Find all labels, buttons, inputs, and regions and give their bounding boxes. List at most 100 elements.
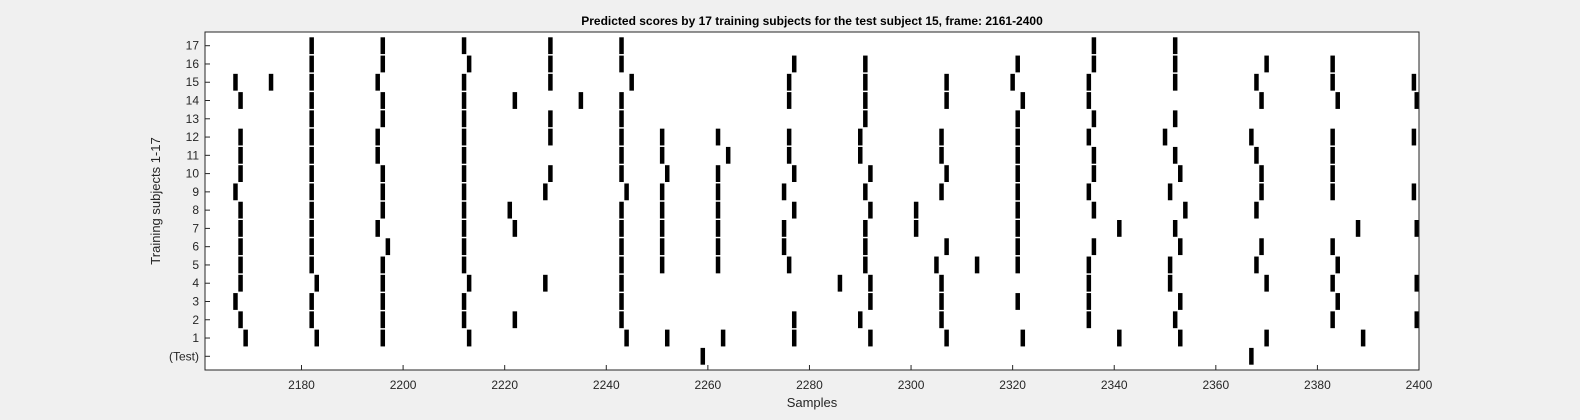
mark-row-6-sample-2291: [863, 238, 868, 256]
y-tick-label: 11: [187, 148, 200, 162]
mark-row-3-sample-2167: [233, 293, 238, 310]
mark-row-test-sample-2367: [1249, 347, 1254, 365]
mark-row-6-sample-2168: [238, 238, 243, 256]
y-tick-label: 17: [186, 39, 200, 53]
mark-row-15-sample-2182: [309, 73, 314, 91]
mark-row-12-sample-2168: [238, 128, 243, 146]
mark-row-4-sample-2383: [1330, 274, 1335, 292]
mark-row-11-sample-2336: [1091, 146, 1097, 164]
mark-row-15-sample-2368: [1254, 73, 1259, 91]
mark-row-16-sample-2196: [380, 55, 386, 73]
mark-row-1-sample-2169: [243, 329, 248, 347]
mark-row-14-sample-2369: [1259, 92, 1264, 109]
mark-row-12-sample-2350: [1162, 128, 1168, 146]
mark-row-11-sample-2368: [1254, 146, 1259, 164]
mark-row-3-sample-2212: [461, 293, 467, 310]
mark-row-3-sample-2306: [939, 293, 944, 310]
y-tick-label: 7: [192, 221, 199, 235]
mark-row-10-sample-2277: [791, 165, 797, 182]
mark-row-7-sample-2195: [375, 220, 380, 237]
x-tick-label: 2180: [288, 378, 315, 392]
mark-row-6-sample-2182: [309, 238, 314, 256]
mark-row-3-sample-2182: [309, 293, 314, 310]
mark-row-1-sample-2370: [1264, 329, 1269, 347]
mark-row-7-sample-2301: [913, 220, 919, 237]
mark-row-7-sample-2182: [309, 220, 314, 237]
mark-row-7-sample-2321: [1015, 220, 1020, 237]
mark-row-10-sample-2292: [868, 165, 873, 182]
mark-row-5-sample-2335: [1086, 256, 1092, 274]
mark-row-9-sample-2228: [543, 183, 548, 201]
y-tick-label: 12: [186, 130, 200, 144]
x-tick-label: 2380: [1304, 378, 1331, 392]
mark-row-6-sample-2275: [781, 238, 787, 256]
mark-row-13-sample-2229: [548, 110, 553, 128]
mark-row-9-sample-2196: [380, 183, 386, 201]
mark-row-10-sample-2369: [1259, 165, 1264, 182]
mark-row-15-sample-2245: [629, 73, 634, 91]
mark-row-5-sample-2351: [1167, 256, 1173, 274]
mark-row-6-sample-2383: [1330, 238, 1335, 256]
mark-row-1-sample-2292: [868, 329, 873, 347]
mark-row-7-sample-2222: [512, 220, 518, 237]
mark-row-12-sample-2243: [619, 128, 624, 146]
mark-row-5-sample-2321: [1015, 256, 1020, 274]
mark-row-4-sample-2292: [868, 274, 873, 292]
mark-row-4-sample-2306: [939, 274, 944, 292]
x-tick-label: 2260: [695, 378, 722, 392]
mark-row-11-sample-2243: [619, 146, 624, 164]
y-tick-label: (Test): [169, 349, 199, 363]
mark-row-16-sample-2336: [1091, 55, 1097, 73]
mark-row-8-sample-2243: [619, 201, 624, 219]
mark-row-8-sample-2262: [715, 201, 721, 219]
mark-row-1-sample-2183: [314, 329, 319, 347]
mark-row-10-sample-2243: [619, 165, 624, 182]
y-tick-label: 4: [192, 276, 199, 290]
mark-row-2-sample-2306: [939, 311, 944, 329]
mark-row-12-sample-2251: [659, 128, 665, 146]
y-tick-label: 10: [186, 167, 200, 181]
y-tick-label: 1: [192, 331, 199, 345]
mark-row-16-sample-2383: [1330, 55, 1335, 73]
mark-row-16-sample-2321: [1015, 55, 1020, 73]
mark-row-17-sample-2243: [619, 37, 624, 55]
mark-row-4-sample-2370: [1264, 274, 1269, 292]
mark-row-17-sample-2352: [1172, 37, 1178, 55]
mark-row-10-sample-2262: [715, 165, 721, 182]
mark-row-4-sample-2400: [1414, 274, 1419, 292]
mark-row-14-sample-2335: [1086, 92, 1092, 109]
x-tick-label: 2200: [390, 378, 417, 392]
mark-row-16-sample-2213: [466, 55, 472, 73]
mark-row-12-sample-2321: [1015, 128, 1020, 146]
mark-row-7-sample-2243: [619, 220, 624, 237]
mark-row-1-sample-2389: [1360, 329, 1366, 347]
mark-row-6-sample-2369: [1259, 238, 1264, 256]
mark-row-6-sample-2353: [1178, 238, 1183, 256]
mark-row-3-sample-2353: [1178, 293, 1183, 310]
mark-row-7-sample-2251: [659, 220, 665, 237]
mark-row-7-sample-2262: [715, 220, 721, 237]
mark-row-15-sample-2212: [461, 73, 467, 91]
mark-row-8-sample-2354: [1183, 201, 1188, 219]
mark-row-3-sample-2335: [1086, 293, 1092, 310]
mark-row-10-sample-2336: [1091, 165, 1097, 182]
mark-row-15-sample-2291: [863, 73, 868, 91]
mark-row-1-sample-2244: [624, 329, 629, 347]
mark-row-5-sample-2313: [974, 256, 980, 274]
mark-row-6-sample-2307: [944, 238, 949, 256]
y-tick-label: 13: [186, 112, 200, 126]
mark-row-17-sample-2212: [461, 37, 467, 55]
mark-row-2-sample-2335: [1086, 311, 1092, 329]
mark-row-15-sample-2174: [268, 73, 274, 91]
mark-row-3-sample-2243: [619, 293, 624, 310]
x-tick-label: 2240: [593, 378, 620, 392]
mark-row-11-sample-2352: [1172, 146, 1178, 164]
mark-row-11-sample-2290: [858, 146, 863, 164]
mark-row-14-sample-2322: [1020, 92, 1026, 109]
x-tick-label: 2400: [1406, 378, 1433, 392]
y-tick-label: 14: [186, 94, 200, 108]
mark-row-9-sample-2291: [863, 183, 868, 201]
mark-row-10-sample-2229: [548, 165, 553, 182]
